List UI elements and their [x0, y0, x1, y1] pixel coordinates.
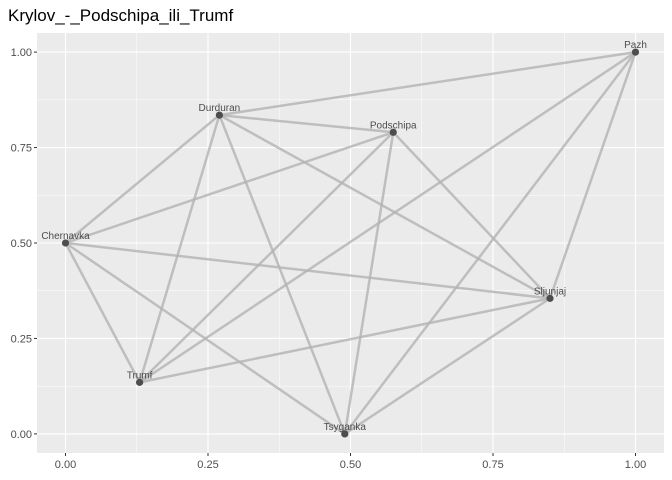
edge-durduran-podschipa	[219, 113, 394, 134]
edge-durduran-sljunjaj	[218, 113, 551, 300]
y-tick-label: 0.00	[11, 429, 32, 441]
edge-podschipa-trumf	[138, 131, 395, 384]
edge-podschipa-tsyganka	[343, 132, 395, 435]
y-tick-label: 0.75	[11, 143, 32, 155]
node-sljunjaj	[546, 294, 554, 302]
node-label-pazh: Pazh	[624, 40, 647, 51]
node-label-chernavka: Chernavka	[41, 231, 90, 242]
edge-podschipa-chernavka	[65, 131, 394, 245]
node-label-podschipa: Podschipa	[370, 120, 417, 131]
node-label-tsyganka: Tsyganka	[324, 422, 367, 433]
edge-durduran-trumf	[138, 114, 221, 383]
x-tick-label: 0.00	[55, 459, 76, 471]
node-podschipa	[389, 128, 397, 136]
node-label-sljunjaj: Sljunjaj	[534, 286, 566, 297]
edge-podschipa-sljunjaj	[392, 131, 551, 300]
node-durduran	[215, 111, 223, 119]
edge-durduran-tsyganka	[218, 114, 346, 435]
node-pazh	[631, 48, 640, 56]
x-tick-label: 0.50	[340, 459, 361, 471]
nodes-layer	[61, 48, 640, 438]
edge-durduran-chernavka	[64, 114, 221, 244]
y-tick-label: 0.50	[11, 238, 32, 250]
edge-sljunjaj-trumf	[139, 297, 551, 384]
edges-layer	[64, 50, 637, 435]
node-trumf	[136, 378, 144, 386]
node-label-durduran: Durduran	[199, 103, 241, 114]
edge-pazh-durduran	[219, 50, 636, 117]
x-tick-label: 0.25	[197, 459, 218, 471]
edge-chernavka-trumf	[64, 242, 141, 383]
node-tsyganka	[341, 430, 349, 438]
edge-pazh-sljunjaj	[548, 51, 637, 299]
node-label-trumf: Trumf	[127, 370, 153, 381]
x-tick-label: 0.75	[482, 459, 503, 471]
chart-title: Krylov_-_Podschipa_ili_Trumf	[8, 6, 233, 25]
y-axis: 0.00 0.25 0.50 0.75 1.00	[11, 47, 37, 441]
edge-sljunjaj-tsyganka	[344, 297, 551, 435]
edge-chernavka-sljunjaj	[65, 241, 551, 300]
node-chernavka	[61, 239, 70, 247]
y-tick-label: 0.25	[11, 333, 32, 345]
x-tick-label: 1.00	[625, 459, 646, 471]
edge-chernavka-tsyganka	[64, 241, 346, 435]
y-tick-label: 1.00	[11, 47, 32, 59]
edge-pazh-tsyganka	[343, 51, 637, 435]
edge-pazh-trumf	[138, 51, 637, 384]
x-axis: 0.00 0.25 0.50 0.75 1.00	[55, 453, 646, 471]
node-labels-layer: Pazh Durduran Podschipa Chernavka Sljunjaj Tr…	[41, 40, 647, 433]
